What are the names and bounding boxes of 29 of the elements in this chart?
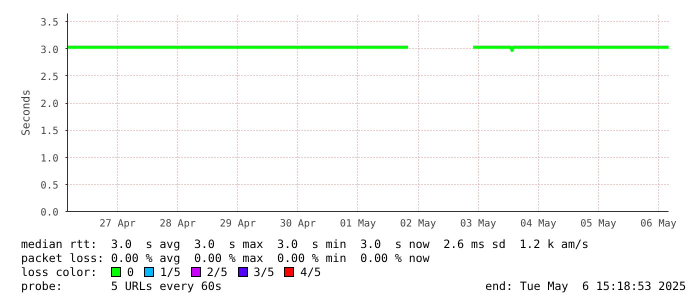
x-tick-label: 04 May: [520, 218, 556, 230]
y-tick-label: 0.0: [40, 208, 58, 218]
text: median rtt: 3.0 s avg 3.0 s max 3.0 s min 3.0 s now 2.6 ms sd 1.2 k am/s: [21, 237, 590, 251]
x-tick-label: 01 May: [340, 218, 376, 230]
text: end: Tue May 6 15:18:53 2025: [485, 279, 686, 293]
y-tick-label: 3.0: [40, 44, 58, 56]
legend-label: 0: [127, 265, 134, 279]
y-tick-label: 0.5: [40, 180, 58, 192]
text: probe: 5 URLs every 60s: [21, 279, 222, 293]
y-tick-label: 1.5: [40, 126, 58, 138]
x-tick-label: 03 May: [460, 218, 496, 230]
text: packet loss: 0.00 % avg 0.00 % max 0.00 % min 0.00 % now: [21, 251, 430, 265]
y-tick-label: 2.0: [40, 99, 58, 110]
y-tick-label: 2.5: [40, 72, 58, 83]
x-tick-label: 29 Apr: [220, 218, 256, 230]
x-tick-label: 27 Apr: [100, 218, 136, 230]
legend-label: 3/5: [254, 265, 274, 279]
x-tick-label: 30 Apr: [280, 218, 316, 230]
x-tick-label: 06 May: [640, 218, 677, 230]
y-tick-label: 1.0: [40, 153, 58, 164]
x-tick-label: 05 May: [580, 218, 616, 230]
y-tick-label: 3.5: [40, 18, 58, 29]
legend-label: 2/5: [206, 265, 228, 279]
legend-title: loss color:: [21, 265, 98, 279]
legend-label: 4/5: [300, 265, 322, 279]
legend-label: 1/5: [160, 265, 181, 279]
x-tick-label: 02 May: [400, 218, 436, 230]
y-axis-title: Seconds: [19, 89, 32, 136]
x-tick-label: 28 Apr: [160, 218, 196, 230]
